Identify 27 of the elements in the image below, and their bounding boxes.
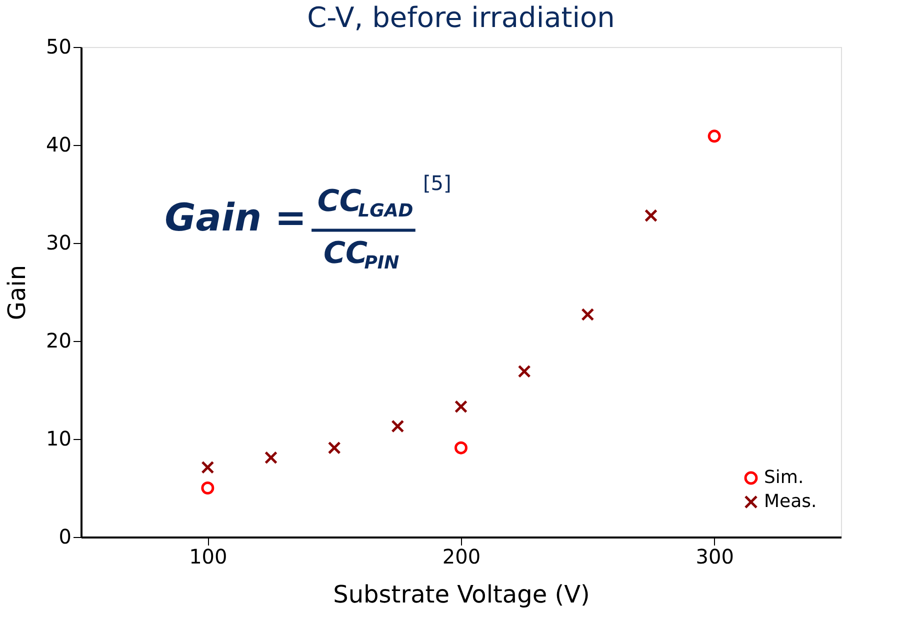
y-tick-label: 50 <box>46 34 72 58</box>
point <box>581 308 594 322</box>
annotation: Gain = <box>164 195 307 240</box>
y-tick-label: 0 <box>58 524 72 548</box>
y-tick-label: 30 <box>46 230 72 254</box>
point <box>708 130 721 143</box>
x-axis-title: Substrate Voltage (V) <box>333 580 590 608</box>
point <box>264 451 278 464</box>
y-tick-label: 10 <box>46 426 72 450</box>
y-tick-label: 40 <box>46 132 72 156</box>
legend-label: Meas. <box>764 491 817 512</box>
y-tick-label: 20 <box>46 328 72 352</box>
y-axis-title: Gain <box>3 264 32 320</box>
x-tick-label: 300 <box>696 544 734 568</box>
point <box>454 441 468 454</box>
point <box>454 400 468 414</box>
point <box>201 460 214 474</box>
x-tick-label: 200 <box>442 544 481 568</box>
point <box>518 364 531 378</box>
x-tick-label: 100 <box>189 544 228 568</box>
point <box>328 441 341 454</box>
legend-label: Sim. <box>764 467 804 488</box>
point <box>201 482 214 494</box>
point <box>391 420 404 433</box>
chart-title: C-V, before irradiation <box>307 1 615 34</box>
point <box>644 209 658 222</box>
annotation: [5] <box>423 171 452 196</box>
